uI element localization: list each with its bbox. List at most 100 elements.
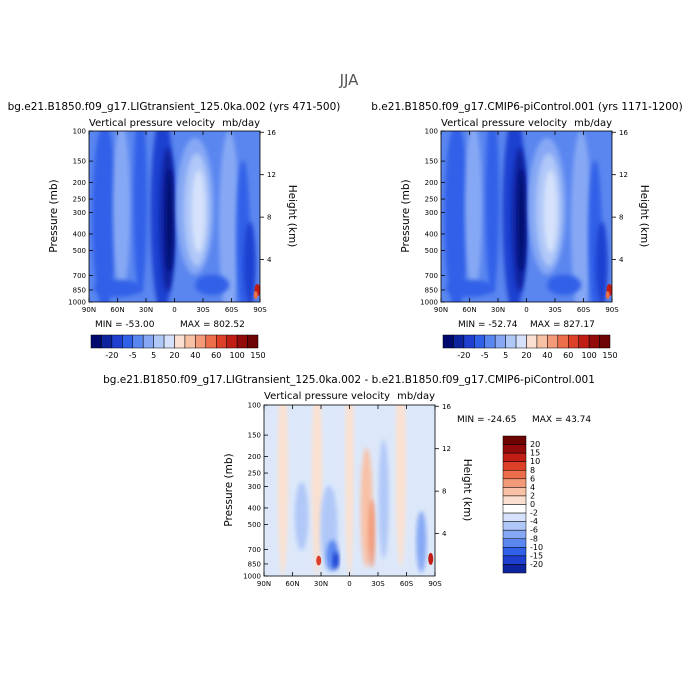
panel-difference: bg.e21.B1850.f09_g17.LIGtransient_125.0k… (103, 374, 595, 589)
colorbar-swatch (515, 334, 527, 349)
y-tick-label: 1000 (243, 573, 261, 581)
field-contour (595, 221, 608, 302)
colorbar-swatch (236, 334, 248, 349)
field-contour (485, 131, 500, 294)
min-label: MIN = -52.74 (458, 320, 518, 330)
y2-tick-label: 4 (267, 256, 272, 264)
colorbar-swatch (502, 538, 527, 548)
y2-tick-label: 16 (619, 129, 628, 137)
y-tick-label: 300 (248, 483, 261, 491)
colorbar-swatch (484, 334, 496, 349)
colorbar-swatch (474, 334, 485, 349)
y2-tick-label: 12 (267, 171, 276, 179)
subtitle-left: Vertical pressure velocity (441, 118, 567, 129)
y-tick-label: 850 (73, 286, 86, 294)
field-contour (195, 274, 230, 296)
x-tick-label: 90N (434, 306, 448, 314)
field-contour (94, 279, 143, 297)
colorbar-label: -20 (105, 351, 118, 360)
colorbar-swatch (502, 435, 527, 445)
colorbar-swatch (502, 521, 527, 531)
x-tick-label: 30S (196, 306, 210, 314)
y2-tick-label: 16 (442, 403, 451, 411)
colorbar-swatch (195, 334, 207, 349)
colorbar-swatch (174, 334, 186, 349)
colorbar-label: 150 (602, 351, 617, 360)
field-contour (191, 170, 206, 253)
colorbar-swatch (101, 334, 113, 349)
colorbar-label: 150 (250, 351, 265, 360)
y-tick-label: 700 (73, 272, 86, 280)
colorbar-label: 60 (211, 351, 221, 360)
colorbar-swatch (599, 334, 611, 349)
field-contour (165, 168, 174, 272)
colorbar-swatch (502, 564, 527, 574)
field-contour (444, 131, 469, 302)
colorbar-label: -8 (530, 534, 538, 543)
x-tick-label: 30N (314, 580, 328, 588)
colorbar-swatch (153, 334, 165, 349)
y-tick-label: 400 (425, 230, 438, 238)
x-tick-label: 60N (462, 306, 476, 314)
x-tick-label: 60N (285, 580, 299, 588)
colorbar: -20 -5 5 20 40 60 100 150 (442, 334, 618, 360)
y-tick-label: 200 (73, 179, 86, 187)
y-tick-label: 150 (248, 432, 261, 440)
colorbar-swatch (502, 547, 527, 557)
y-tick-label: 250 (73, 196, 86, 204)
colorbar-swatch (502, 495, 527, 505)
colorbar-label: -4 (530, 517, 538, 526)
field-contour (378, 439, 389, 559)
x-tick-label: 30N (491, 306, 505, 314)
field-contour (368, 499, 376, 568)
colorbar-label: 0 (530, 500, 535, 509)
colorbar: -20 -5 5 20 40 60 100 150 (90, 334, 266, 360)
y-tick-label: 1000 (420, 299, 438, 307)
y2-tick-label: 4 (619, 256, 624, 264)
colorbar-swatch (453, 334, 465, 349)
panel-title: bg.e21.B1850.f09_g17.LIGtransient_125.0k… (103, 374, 595, 386)
y-tick-label: 300 (425, 209, 438, 217)
max-label: MAX = 802.52 (180, 320, 245, 330)
colorbar-swatch (132, 334, 144, 349)
y2-tick-label: 8 (619, 214, 623, 222)
colorbar-swatch (502, 452, 527, 462)
colorbar-label: -6 (530, 526, 538, 535)
colorbar-swatch (536, 334, 548, 349)
subtitle-left: Vertical pressure velocity (264, 391, 390, 402)
plot-field (89, 131, 260, 302)
colorbar-swatch (568, 334, 579, 349)
field-contour (294, 481, 309, 551)
colorbar-swatch (184, 334, 196, 349)
colorbar-label: -5 (481, 351, 489, 360)
colorbar-swatch (547, 334, 559, 349)
plot-axes: 90N 60N 30N 0 30S 60S 90S 100 150 200 250 300 400 500… (243, 402, 451, 589)
colorbar-label: 2 (530, 491, 535, 500)
x-tick-label: 90N (257, 580, 271, 588)
colorbar-swatch (502, 504, 527, 514)
x-tick-label: 30N (139, 306, 153, 314)
colorbar-label: 10 (530, 457, 540, 466)
y2-tick-label: 8 (442, 488, 446, 496)
x-tick-label: 0 (524, 306, 528, 314)
colorbar-swatch (494, 334, 506, 349)
field-contour (464, 131, 483, 294)
colorbar-swatch (502, 512, 527, 522)
colorbar-label: 20 (521, 351, 531, 360)
y-tick-label: 200 (425, 179, 438, 187)
y2-tick-label: 4 (442, 530, 447, 538)
colorbar-label: 20 (530, 440, 540, 449)
panel-title: bg.e21.B1850.f09_g17.LIGtransient_125.0k… (8, 101, 341, 113)
field-contour (253, 291, 258, 300)
colorbar-swatch (502, 461, 527, 471)
colorbar-label: 100 (581, 351, 596, 360)
colorbar-label: -5 (129, 351, 137, 360)
field-contour (446, 279, 495, 297)
y-tick-label: 850 (425, 286, 438, 294)
subtitle-right: mb/day (574, 118, 612, 129)
x-tick-label: 0 (172, 306, 176, 314)
y-tick-label: 700 (425, 272, 438, 280)
field-contour (416, 511, 427, 573)
min-label: MIN = -24.65 (457, 415, 516, 425)
y-tick-label: 150 (73, 158, 86, 166)
